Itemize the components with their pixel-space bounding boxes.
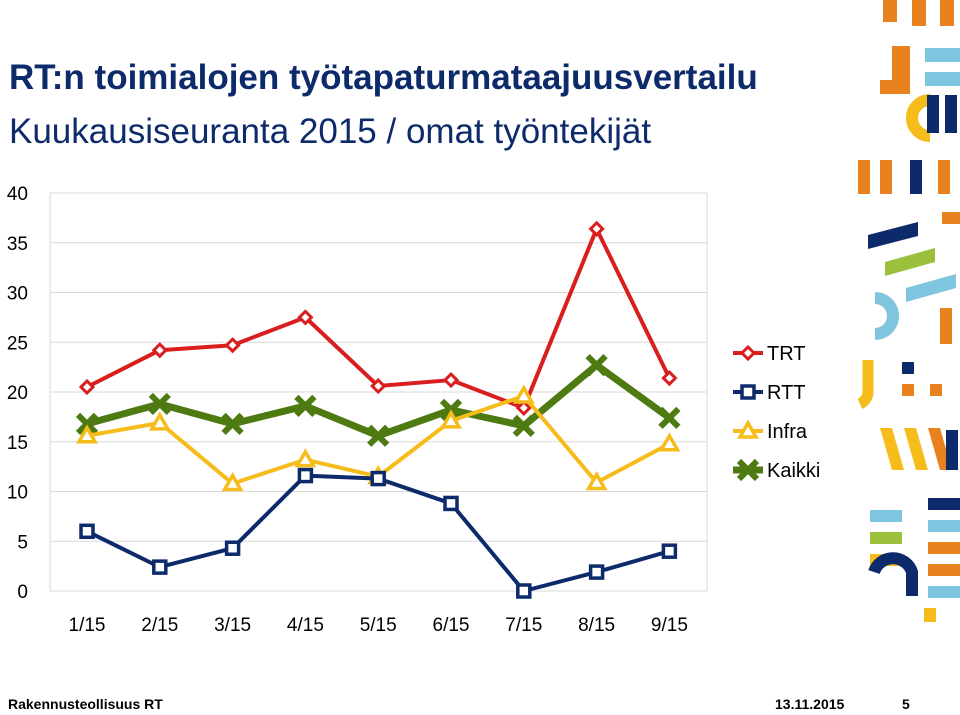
data-point-rtt [516,583,532,599]
data-point-trt [224,337,241,354]
x-tick-label: 4/15 [287,615,324,636]
data-point-rtt [297,467,314,484]
y-tick-label: 35 [7,234,28,255]
data-point-infra [512,384,535,404]
legend-item-infra: Infra [733,419,808,443]
legend-marker [736,458,760,482]
data-point-infra [148,411,171,431]
data-point-rtt [79,523,95,540]
data-point-trt [370,377,387,395]
legend: TRT RTT Infra Kaikki [733,343,820,482]
data-point-trt [78,378,96,396]
page-title: RT:n toimialojen työtapaturmataajuusvert… [9,58,758,97]
data-point-infra [439,409,463,429]
data-point-trt [661,369,678,387]
legend-item-trt: TRT [733,343,806,365]
legend-marker [739,344,757,362]
legend-label: TRT [767,343,806,365]
data-point-trt [151,342,168,359]
y-tick-label: 5 [17,532,28,553]
y-tick-label: 10 [7,483,28,504]
y-tick-label: 40 [7,184,28,205]
data-point-rtt [224,540,241,556]
y-tick-label: 0 [17,582,28,603]
data-point-kaikki [221,412,244,435]
data-point-trt [297,309,314,326]
data-point-trt [515,399,532,417]
legend-marker [736,419,760,439]
x-tick-label: 9/15 [651,615,688,636]
y-tick-label: 15 [7,433,28,454]
data-point-kaikki [367,424,390,447]
series-rtt [79,467,678,599]
y-tick-label: 25 [7,333,28,354]
data-point-kaikki [148,392,171,416]
data-point-kaikki [75,412,99,435]
x-axis-tick-labels: 1/15 2/15 3/15 4/15 5/15 6/15 7/15 8/15 9/15 [69,615,688,636]
page-subtitle: Kuukausiseuranta 2015 / omat työntekijät [9,112,652,151]
brand-stripes [857,0,960,622]
y-axis-tick-labels: 0 5 10 15 20 25 30 35 40 [7,184,28,603]
legend-item-kaikki: Kaikki [733,458,820,482]
legend-marker [740,384,756,400]
plot-area-frame [49,192,708,592]
data-point-kaikki [294,394,317,418]
data-point-infra [294,448,317,468]
x-tick-label: 2/15 [141,615,178,636]
y-tick-label: 20 [7,383,28,404]
legend-item-rtt: RTT [733,382,806,404]
data-point-rtt [370,470,386,487]
data-point-rtt [588,564,605,580]
series-line-kaikki [86,361,672,440]
data-point-infra [585,471,608,491]
grid-lines [49,192,708,592]
x-tick-label: 6/15 [433,615,470,636]
data-point-infra [658,432,681,452]
data-point-trt [442,371,460,389]
x-tick-label: 3/15 [214,615,251,636]
data-point-rtt [152,559,168,575]
data-point-rtt [661,543,678,559]
legend-label: RTT [767,382,806,404]
x-tick-label: 1/15 [69,615,106,636]
data-point-infra [221,472,244,492]
legend-label: Kaikki [767,460,820,482]
data-point-kaikki [585,354,608,377]
x-tick-label: 8/15 [578,615,615,636]
footer-page-number: 5 [902,696,910,712]
data-point-rtt [443,495,459,512]
footer-organization: Rakennusteollisuus RT [8,696,163,712]
x-tick-label: 7/15 [505,615,542,636]
data-point-trt [588,220,605,237]
data-point-kaikki [658,406,681,429]
y-tick-label: 30 [7,284,28,305]
series-line-rtt [86,473,670,593]
legend-label: Infra [767,421,808,443]
data-point-kaikki [512,414,535,437]
series-lines [75,220,681,599]
x-tick-label: 5/15 [360,615,397,636]
data-point-infra [75,424,99,444]
footer-date: 13.11.2015 [775,696,845,712]
series-trt [78,220,678,417]
